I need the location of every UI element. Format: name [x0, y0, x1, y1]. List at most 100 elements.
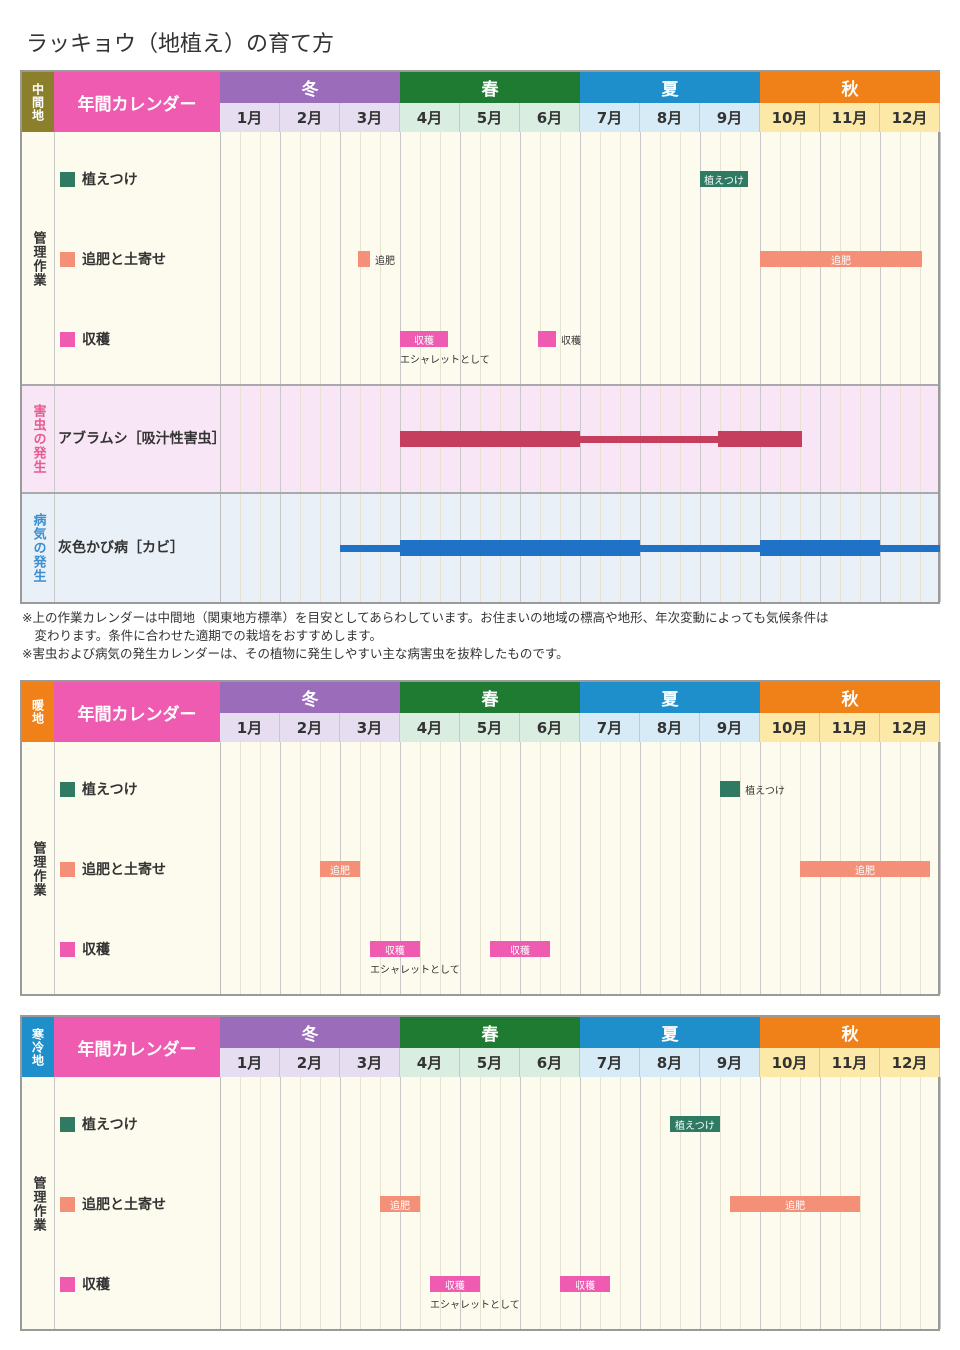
task-label: 植えつけ [60, 1114, 138, 1134]
season-1: 冬 [220, 682, 400, 713]
grid-line [500, 132, 501, 602]
task-bar: 追肥 [730, 1196, 861, 1212]
grid-line [420, 132, 421, 602]
season-4: 秋 [760, 72, 940, 103]
grid-line [420, 1077, 421, 1329]
task-label: 追肥と土寄せ [60, 249, 166, 269]
month-6: 6月 [520, 103, 580, 132]
month-11: 11月 [820, 103, 880, 132]
grid-line [780, 742, 781, 994]
grid-line [680, 742, 681, 994]
task-bar: 収穫 [560, 1276, 610, 1292]
grid-line [280, 742, 281, 994]
grid-line [460, 132, 461, 602]
grid-line [580, 742, 581, 994]
month-8: 8月 [640, 713, 700, 742]
month-12: 12月 [880, 103, 940, 132]
task-bar [719, 781, 741, 797]
calendar-2: 暖地 年間カレンダー冬春夏秋 1月 2月 3月 4月 5月 6月 7月 8月 9月 10月 11月 12月… [20, 680, 941, 996]
task-label-text: 追肥と土寄せ [82, 862, 166, 878]
task-bar: 植えつけ [700, 171, 748, 187]
calendar-1: 中間地 年間カレンダー冬春夏秋 1月 2月 3月 4月 5月 6月 7月 8月 9月 10月 11月 12… [20, 70, 941, 604]
grid-line [740, 132, 741, 602]
task-swatch [60, 1276, 75, 1292]
task-bar-note: エシャレットとして [400, 355, 490, 366]
disease-period-bar [760, 540, 880, 556]
month-5: 5月 [460, 713, 520, 742]
disease-divider [22, 492, 938, 494]
task-bar: 追肥 [320, 861, 360, 877]
grid-line [540, 1077, 541, 1329]
month-9: 9月 [700, 713, 760, 742]
grid-line [940, 132, 941, 602]
task-swatch [60, 251, 75, 267]
grid-line [700, 132, 701, 602]
task-bar: 収穫 [370, 941, 420, 957]
task-bar-label: 植えつけ [745, 786, 785, 797]
grid-line [480, 1077, 481, 1329]
grid-left-edge [220, 132, 221, 602]
month-11: 11月 [820, 1048, 880, 1077]
grid-line [520, 1077, 521, 1329]
grid-line [400, 132, 401, 602]
grid-line [840, 132, 841, 602]
grid-line [740, 742, 741, 994]
month-10: 10月 [760, 103, 820, 132]
task-bar [358, 251, 370, 267]
month-12: 12月 [880, 713, 940, 742]
calendar-header: 年間カレンダー [54, 682, 220, 742]
grid-line [680, 132, 681, 602]
calendar-header: 年間カレンダー [54, 72, 220, 132]
region-label: 暖地 [22, 682, 54, 742]
grid-line [620, 132, 621, 602]
task-bar: 収穫 [430, 1276, 480, 1292]
month-7: 7月 [580, 1048, 640, 1077]
month-8: 8月 [640, 103, 700, 132]
grid-line [360, 1077, 361, 1329]
grid-line [700, 742, 701, 994]
calendar-header: 年間カレンダー [54, 1017, 220, 1077]
month-7: 7月 [580, 103, 640, 132]
grid-line [380, 132, 381, 602]
grid-line [280, 1077, 281, 1329]
page-title: ラッキョウ（地植え）の育て方 [26, 32, 335, 57]
season-4: 秋 [760, 682, 940, 713]
grid-line [720, 132, 721, 602]
grid-line [940, 1077, 941, 1329]
grid-left-edge [220, 1077, 221, 1329]
grid-line [880, 132, 881, 602]
grid-line [640, 132, 641, 602]
left-divider [54, 1077, 55, 1329]
grid-line [540, 742, 541, 994]
month-11: 11月 [820, 713, 880, 742]
grid-line [440, 132, 441, 602]
task-swatch [60, 171, 75, 187]
grid-line [300, 1077, 301, 1329]
task-bar: 追肥 [380, 1196, 420, 1212]
task-swatch [60, 1116, 75, 1132]
grid-line [660, 132, 661, 602]
month-10: 10月 [760, 713, 820, 742]
grid-line [880, 1077, 881, 1329]
grid-line [340, 132, 341, 602]
grid-line [480, 742, 481, 994]
season-3: 夏 [580, 1017, 760, 1048]
task-bar-label: 追肥 [375, 256, 395, 267]
grid-line [460, 742, 461, 994]
grid-line [860, 132, 861, 602]
grid-line [680, 1077, 681, 1329]
task-swatch [60, 941, 75, 957]
month-4: 4月 [400, 103, 460, 132]
grid-line [300, 132, 301, 602]
task-label-text: 収穫 [82, 332, 110, 348]
left-divider [54, 742, 55, 994]
grid-line [720, 1077, 721, 1329]
task-label-text: 収穫 [82, 942, 110, 958]
disease-name: 灰色かび病［カビ］ [58, 540, 184, 556]
grid-line [520, 132, 521, 602]
task-bar [538, 331, 556, 347]
season-1: 冬 [220, 72, 400, 103]
grid-line [660, 742, 661, 994]
pest-divider [22, 384, 938, 386]
grid-line [320, 132, 321, 602]
